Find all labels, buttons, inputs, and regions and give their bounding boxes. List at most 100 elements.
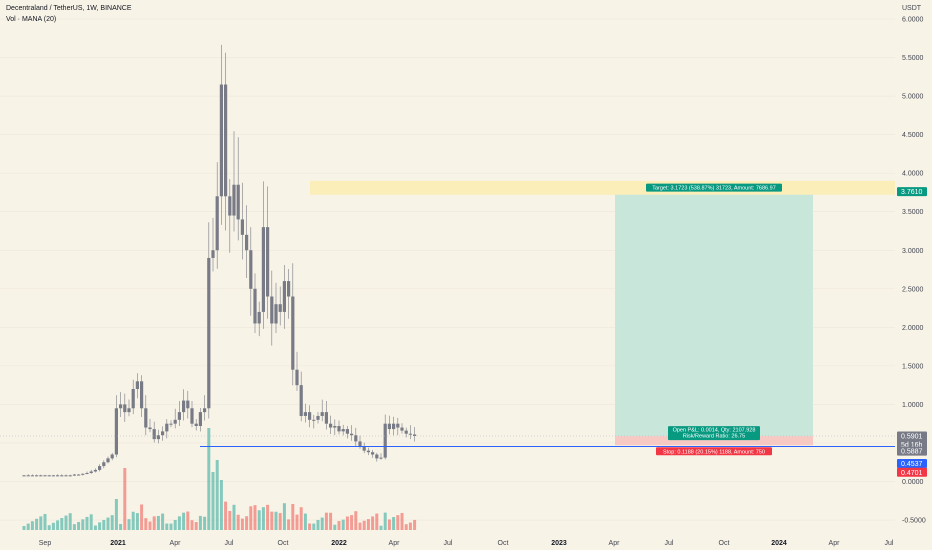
candle — [110, 452, 114, 461]
candle-body — [110, 454, 114, 459]
candle-body — [329, 423, 333, 428]
candle-body — [404, 430, 408, 434]
candle — [47, 474, 51, 477]
candle-body — [362, 446, 366, 451]
candle — [81, 473, 85, 476]
volume-bar — [98, 522, 102, 530]
candle-body — [333, 426, 337, 428]
candle-body — [64, 475, 68, 477]
volume-bar — [47, 525, 51, 530]
volume-bar — [203, 516, 207, 530]
y-tick-label: 0.0000 — [902, 479, 924, 486]
candle — [253, 273, 257, 333]
candle — [194, 419, 198, 431]
candle — [274, 282, 278, 333]
volume-bar — [211, 472, 215, 530]
candle — [64, 474, 68, 477]
volume-bar — [161, 513, 165, 530]
candle — [152, 421, 156, 443]
y-unit-label: USDT — [902, 5, 922, 12]
candle — [396, 417, 400, 436]
candle-body — [282, 281, 286, 312]
candle-body — [98, 466, 102, 470]
candle — [413, 426, 417, 442]
volume-bar — [43, 514, 47, 530]
volume-bar — [329, 512, 333, 530]
candle-body — [379, 457, 383, 459]
candle-body — [39, 475, 43, 477]
candle — [333, 419, 337, 436]
volume-bar — [253, 505, 257, 530]
candle-body — [324, 412, 328, 424]
volume-bar — [299, 507, 303, 530]
candle-body — [383, 423, 387, 458]
candle-body — [144, 408, 148, 428]
candle-body — [30, 475, 34, 477]
candle — [68, 474, 72, 477]
y-tick-label: 1.5000 — [902, 363, 924, 370]
candle — [190, 400, 194, 428]
candle — [295, 351, 299, 391]
candle-body — [148, 427, 152, 430]
candle-body — [131, 389, 135, 409]
candle-body — [408, 433, 412, 435]
candle-body — [182, 400, 186, 413]
candle-body — [312, 419, 316, 421]
volume-bar — [72, 524, 76, 530]
volume-bar — [22, 526, 26, 530]
entry-price-tag: 0.5887 — [901, 449, 923, 456]
volume-bar — [278, 513, 282, 530]
volume-bar — [316, 519, 320, 530]
candle — [354, 427, 358, 448]
volume-bar — [312, 523, 316, 530]
volume-bar — [362, 520, 366, 530]
volume-bar — [236, 514, 240, 530]
x-tick-label: Apr — [829, 540, 841, 547]
volume-bar — [85, 516, 89, 530]
volume-bar — [30, 521, 34, 530]
y-tick-label: 1.0000 — [902, 402, 924, 409]
candle — [371, 449, 375, 458]
volume-bar — [207, 428, 211, 530]
volume-bar — [249, 506, 253, 530]
target-price-tag-box — [897, 187, 927, 197]
open-pnl-label: Open P&L: 0.0014, Qty: 2107.928 — [673, 428, 756, 434]
candle-body — [165, 423, 169, 432]
candle — [249, 227, 253, 316]
candle-body — [198, 412, 202, 426]
candle — [22, 474, 26, 477]
candle — [375, 452, 379, 462]
candle — [291, 263, 295, 386]
candle-body — [303, 412, 307, 416]
candle-body — [56, 475, 60, 477]
candle — [140, 375, 144, 418]
volume-bar — [303, 513, 307, 530]
candle-body — [249, 250, 253, 289]
candle — [98, 464, 102, 472]
volume-bar — [127, 519, 131, 530]
volume-bar — [345, 516, 349, 530]
candle — [219, 44, 223, 225]
volume-bar — [93, 525, 97, 530]
candle-body — [240, 219, 244, 235]
volume-bar — [186, 511, 190, 530]
candle — [198, 407, 202, 432]
candle — [207, 222, 211, 419]
candles — [22, 44, 417, 477]
volume-bar — [354, 511, 358, 530]
volume-bar — [333, 524, 337, 530]
volume-bar — [182, 512, 186, 530]
x-tick-label: 2024 — [771, 540, 787, 547]
volume-bar — [156, 515, 160, 530]
volume-bar — [165, 523, 169, 530]
volume-indicator-label[interactable]: Vol · MANA (20) — [6, 16, 57, 23]
stop-price-tag-box — [897, 467, 927, 477]
volume-bar — [324, 512, 328, 530]
volume-bar — [51, 522, 55, 530]
y-tick-label: 2.0000 — [902, 325, 924, 332]
candle-body — [177, 412, 181, 420]
candle-body — [316, 415, 320, 420]
